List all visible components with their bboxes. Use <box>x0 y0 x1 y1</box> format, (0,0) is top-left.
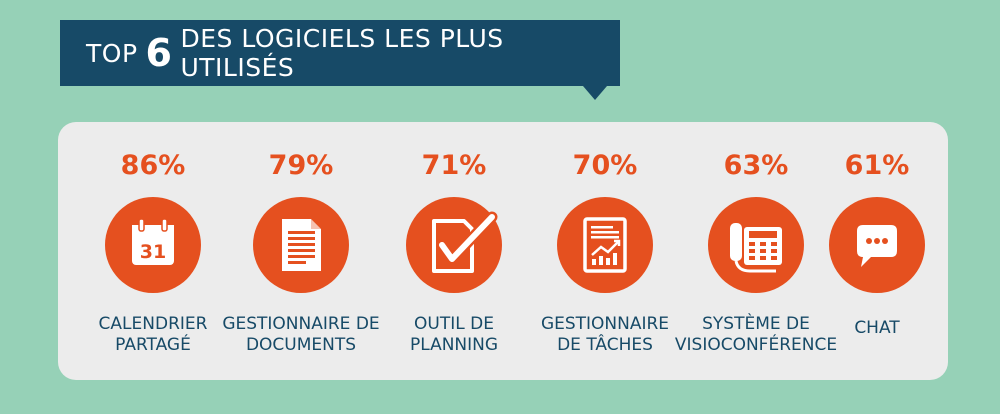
percent-value: 70% <box>572 150 638 181</box>
item-outil-planning: 71% OUTIL DE PLANNING <box>374 122 534 380</box>
desk-phone-icon <box>708 197 804 293</box>
item-label: OUTIL DE PLANNING <box>409 314 499 355</box>
title-prefix: TOP <box>86 38 138 68</box>
item-systeme-visioconference: 63% SYSTÈME DE VISIOCONFÉRENCE <box>675 122 837 380</box>
percent-value: 79% <box>268 150 334 181</box>
title-suffix: DES LOGICIELS LES PLUS UTILISÉS <box>180 24 504 82</box>
item-label: CHAT <box>854 318 900 338</box>
item-label: CALENDRIER PARTAGÉ <box>98 314 208 355</box>
calendar-icon: 31 <box>105 197 201 293</box>
chat-bubble-icon <box>829 197 925 293</box>
percent-value: 86% <box>120 150 186 181</box>
calendar-day: 31 <box>140 241 166 263</box>
software-panel: 86% 31 CALENDRIER PARTAGÉ 79% <box>58 122 948 380</box>
banner-pointer <box>583 86 607 100</box>
item-label: GESTIONNAIRE DE TÂCHES <box>540 314 670 355</box>
item-label: SYSTÈME DE VISIOCONFÉRENCE <box>674 314 838 355</box>
document-icon <box>253 197 349 293</box>
checkmark-document-icon <box>406 197 502 293</box>
percent-value: 63% <box>723 150 789 181</box>
item-label: GESTIONNAIRE DE DOCUMENTS <box>222 314 380 355</box>
header-banner: TOP 6 DES LOGICIELS LES PLUS UTILISÉS <box>60 20 620 86</box>
item-calendrier: 86% 31 CALENDRIER PARTAGÉ <box>73 122 233 380</box>
percent-value: 71% <box>421 150 487 181</box>
chart-report-icon <box>557 197 653 293</box>
title-number: 6 <box>145 31 173 75</box>
item-chat: 61% CHAT <box>797 122 957 380</box>
item-gestionnaire-documents: 79% GESTIONNAIRE DE DOCUMENTS <box>221 122 381 380</box>
item-gestionnaire-taches: 70% GESTIONNAIRE DE TÂCHES <box>525 122 685 380</box>
percent-value: 61% <box>844 150 910 181</box>
